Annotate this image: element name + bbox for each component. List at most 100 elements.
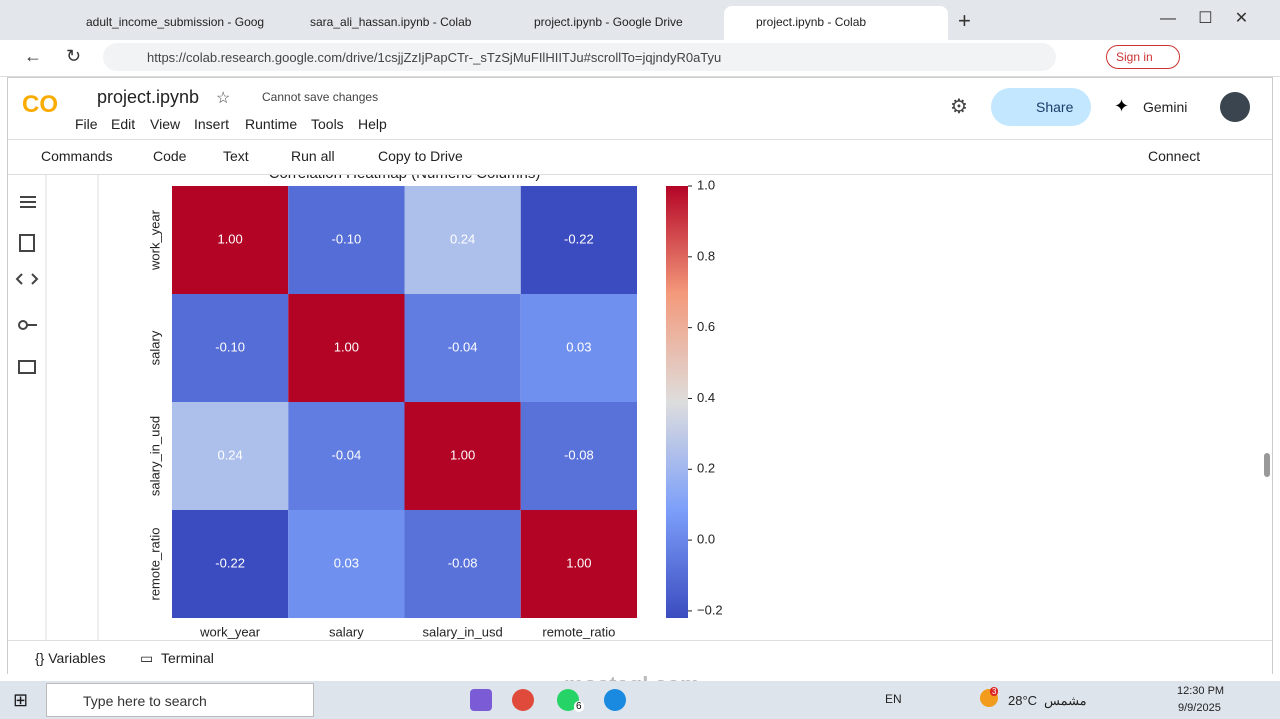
sign-in-text[interactable]: Sign in (1116, 50, 1153, 64)
menu-item[interactable]: Runtime (245, 116, 298, 132)
toolbar-item[interactable]: Run all (291, 148, 335, 164)
heatmap-cell (172, 186, 289, 294)
heatmap-cell (520, 186, 637, 294)
terminal-button[interactable]: ▭ Terminal (140, 650, 214, 666)
star-icon[interactable]: ☆ (216, 90, 231, 107)
x-tick-label: salary_in_usd (423, 624, 503, 639)
heatmap-cell (404, 294, 521, 402)
toolbar-item[interactable]: Copy to Drive (378, 148, 463, 164)
sign-in-button[interactable]: Sign in (1106, 45, 1180, 69)
colorbar-tick-label: 0.0 (697, 532, 715, 547)
terminal-text[interactable]: Terminal (161, 650, 214, 666)
cell-label: -0.10 (215, 339, 245, 354)
share-text[interactable]: Share (1036, 99, 1074, 115)
cell-label: -0.22 (215, 555, 245, 570)
tab[interactable]: adult_income_submission - Goog (86, 15, 265, 29)
cell-label: 1.00 (450, 447, 475, 462)
cell-label: 1.00 (566, 555, 591, 570)
heatmap-cell (404, 402, 521, 510)
cell-label: 0.24 (217, 447, 242, 462)
heatmap-cell (404, 186, 521, 294)
url-field[interactable]: https://colab.research.google.com/drive/… (103, 43, 1056, 71)
back-icon[interactable]: ← (24, 46, 42, 66)
search-text[interactable]: Type here to search (83, 693, 207, 709)
menu-item[interactable]: View (150, 116, 181, 132)
tab[interactable]: sara_ali_hassan.ipynb - Colab (310, 15, 472, 29)
colorbar (666, 186, 688, 618)
gemini-icon[interactable]: ✦ (1114, 96, 1130, 116)
temperature[interactable]: 28°C (1008, 693, 1038, 708)
toolbar-item[interactable]: Code (153, 148, 187, 164)
heatmap-cell (520, 510, 637, 618)
heatmap-cell (404, 510, 521, 618)
colorbar-tick-label: 1.0 (697, 177, 715, 192)
connect-button[interactable]: Connect (1148, 148, 1201, 164)
scrollbar[interactable] (1264, 453, 1270, 477)
bottom-bar: {} Variables ▭ Terminal (8, 640, 1272, 675)
tab[interactable]: project.ipynb - Colab (724, 6, 948, 40)
y-tick-label: salary_in_usd (147, 416, 162, 496)
new-tab-icon[interactable]: + (958, 8, 971, 33)
colorbar-tick-label: −0.2 (697, 602, 723, 617)
heatmap-cell (288, 510, 405, 618)
y-tick-label: salary (147, 330, 162, 365)
heatmap-cell (520, 294, 637, 402)
variables-text[interactable]: Variables (48, 650, 106, 666)
whatsapp-icon[interactable] (557, 689, 579, 711)
start-button[interactable]: ⊞ (13, 690, 29, 710)
cell-label: -0.22 (564, 231, 594, 246)
save-status: Cannot save changes (262, 90, 379, 104)
heatmap-cell (172, 294, 289, 402)
badge: 6 (574, 701, 584, 712)
cell-label: -0.10 (332, 231, 362, 246)
heatmap-cell (520, 402, 637, 510)
colab-logo[interactable]: CO (22, 91, 58, 118)
reload-icon[interactable]: ↻ (66, 46, 82, 66)
window-controls[interactable]: — ☐ ✕ (1160, 10, 1249, 27)
search-box[interactable]: Type here to search (46, 683, 314, 717)
edge-icon[interactable] (604, 689, 626, 711)
menu-item[interactable]: Edit (111, 116, 136, 132)
app-icon[interactable] (470, 689, 492, 711)
heatmap-cell (172, 510, 289, 618)
x-tick-label: work_year (199, 624, 261, 639)
cell-label: -0.04 (448, 339, 478, 354)
menu-item[interactable]: Insert (194, 116, 230, 132)
cell-label: -0.04 (332, 447, 362, 462)
cell-label: 0.24 (450, 231, 475, 246)
menu-item[interactable]: File (75, 116, 98, 132)
variables-button[interactable]: {} Variables (35, 650, 106, 666)
language[interactable]: EN (885, 692, 902, 706)
chrome-icon[interactable] (512, 689, 534, 711)
cell-label: 0.03 (566, 339, 591, 354)
weather[interactable]: مشمس (1044, 693, 1087, 708)
clock-time[interactable]: 12:30 PM (1177, 685, 1225, 697)
cell-label: -0.08 (448, 555, 478, 570)
settings-icon[interactable]: ⚙ (950, 96, 968, 118)
y-tick-label: work_year (147, 209, 162, 271)
cell-label: -0.08 (564, 447, 594, 462)
toolbar-item[interactable]: Text (223, 148, 249, 164)
toolbar-item[interactable]: Commands (41, 148, 113, 164)
x-tick-label: remote_ratio (542, 624, 615, 639)
heatmap-cell (288, 294, 405, 402)
x-tick-label: salary (329, 624, 364, 639)
tab[interactable]: project.ipynb - Google Drive (534, 15, 683, 29)
colorbar-tick-label: 0.4 (697, 390, 715, 405)
colorbar-tick-label: 0.8 (697, 248, 715, 263)
notebook-title[interactable]: project.ipynb (97, 87, 200, 107)
sidebar-icons (15, 196, 39, 374)
chart-title: Correlation Heatmap (Numeric Columns) (269, 175, 541, 182)
cell-label: 1.00 (334, 339, 359, 354)
heatmap-cell (288, 186, 405, 294)
colorbar-tick-label: 0.2 (697, 461, 715, 476)
avatar[interactable] (1220, 92, 1250, 122)
menu-item[interactable]: Help (358, 116, 387, 132)
weather-badge: 3 (990, 687, 999, 696)
menu-item[interactable]: Tools (311, 116, 344, 132)
url[interactable]: https://colab.research.google.com/drive/… (147, 50, 722, 65)
gemini-text[interactable]: Gemini (1143, 99, 1188, 115)
colorbar-tick-label: 0.6 (697, 319, 715, 334)
share-button[interactable]: Share (991, 88, 1091, 126)
clock-date[interactable]: 9/9/2025 (1178, 702, 1221, 714)
